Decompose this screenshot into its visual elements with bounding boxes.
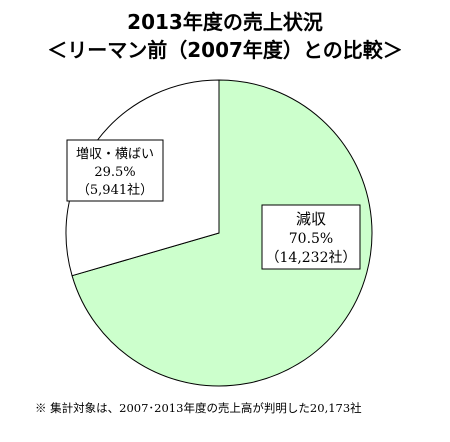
chart-title-line2: ＜リーマン前（2007年度）との比較＞ <box>47 38 403 62</box>
footnote: ※ 集計対象は、2007･2013年度の売上高が判明した20,173社 <box>35 401 362 415</box>
slice-label-increase-flat: 増収・横ばい <box>76 147 154 162</box>
label-decrease: 減収 70.5% （14,232社） <box>261 204 361 270</box>
slice-count-increase-flat: （5,941社） <box>77 182 153 198</box>
slice-label-decrease: 減収 <box>296 210 326 228</box>
slice-count-decrease: （14,232社） <box>266 250 357 266</box>
slice-percent-increase-flat: 29.5% <box>94 165 135 180</box>
label-increase-flat: 増収・横ばい 29.5% （5,941社） <box>66 139 164 202</box>
pie-slice-decrease <box>71 79 373 387</box>
slice-percent-decrease: 70.5% <box>289 231 333 247</box>
chart-title-line1: 2013年度の売上状況 <box>127 10 323 34</box>
